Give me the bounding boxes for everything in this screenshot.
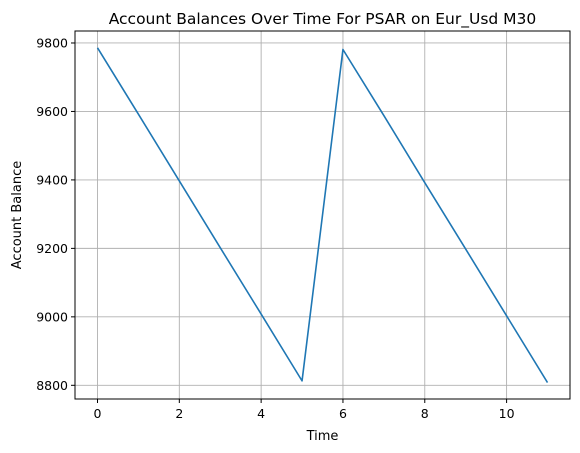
chart-title: Account Balances Over Time For PSAR on E… [109,10,537,29]
ticks: 0 2 4 6 8 10 8800 9000 9200 9400 9600 9800 [36,35,514,421]
y-tick-label: 8800 [36,378,68,393]
x-tick-label: 6 [339,406,347,421]
y-axis-label: Account Balance [10,161,25,269]
series-line [96,47,549,383]
x-tick-label: 8 [421,406,429,421]
grid [75,31,570,399]
x-tick-label: 2 [175,406,183,421]
y-tick-label: 9000 [36,309,68,324]
plot-frame [74,30,571,400]
y-tick-label: 9200 [36,241,68,256]
y-tick-label: 9800 [36,35,68,50]
x-axis-label: Time [306,429,339,444]
x-tick-label: 0 [94,406,102,421]
x-tick-label: 10 [499,406,515,421]
y-tick-label: 9400 [36,172,68,187]
x-tick-label: 4 [257,406,265,421]
y-tick-label: 9600 [36,104,68,119]
series-layer [96,47,549,383]
